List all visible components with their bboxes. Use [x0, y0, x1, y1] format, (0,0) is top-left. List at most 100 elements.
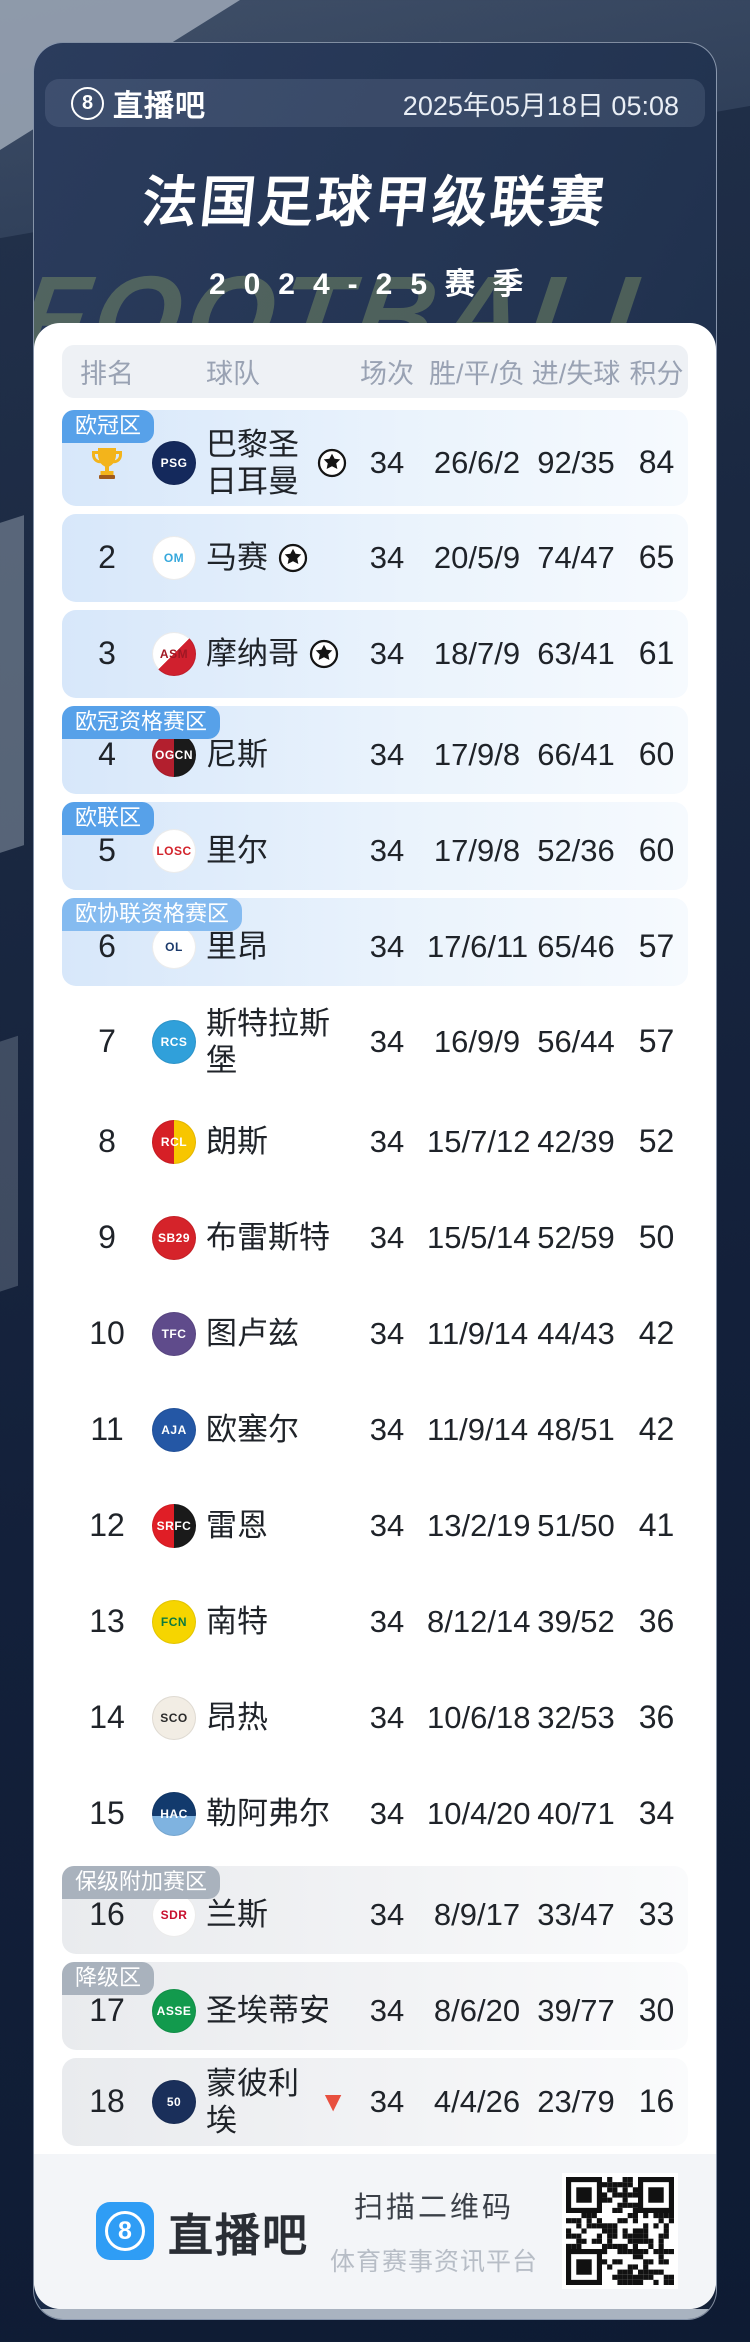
team-cell: ASSE 圣埃蒂安 [152, 1988, 347, 2033]
matches-played: 34 [369, 1411, 405, 1447]
main-card: FOOTBALL 8 直播吧 2025年05月18日 05:08 法国足球甲级联… [33, 42, 717, 2320]
win-draw-loss: 8/6/20 [433, 1992, 521, 2028]
col-wdl: 胜/平/负 [428, 358, 525, 389]
team-cell: HAC 勒阿弗尔 [152, 1791, 347, 1836]
table-row[interactable]: 11 AJA 欧塞尔 34 11/9/14 48/51 42 [62, 1386, 688, 1474]
table-row[interactable]: 9 SB29 布雷斯特 34 15/5/14 52/59 50 [62, 1194, 688, 1282]
zhibo8-logo-icon: 8 [71, 86, 104, 120]
matches-played: 34 [369, 1795, 405, 1831]
win-draw-loss: 8/12/14 [427, 1603, 531, 1639]
team-logo: SB29 [152, 1215, 196, 1260]
goals-for-against: 32/53 [537, 1699, 615, 1735]
goals-for-against: 33/47 [537, 1896, 615, 1932]
goals-for-against: 56/44 [537, 1023, 615, 1059]
table-row[interactable]: 8 RCL 朗斯 34 15/7/12 42/39 52 [62, 1098, 688, 1186]
table-row[interactable]: 10 TFC 图卢兹 34 11/9/14 44/43 42 [62, 1290, 688, 1378]
col-points: 积分 [629, 358, 684, 389]
zone-badge: 欧冠区 [62, 409, 155, 443]
team-logo: SDR [152, 1892, 196, 1937]
matches-played: 34 [369, 635, 405, 671]
matches-played: 34 [369, 1507, 405, 1543]
table-row[interactable]: 12 SRFC 雷恩 34 13/2/19 51/50 41 [62, 1482, 688, 1570]
win-draw-loss: 17/9/8 [433, 832, 521, 868]
goals-for-against: 39/52 [537, 1603, 615, 1639]
table-row[interactable]: 7 RCS 斯特拉斯堡 34 16/9/9 56/44 57 [62, 994, 688, 1090]
table-row[interactable]: 欧冠资格赛区 4 OGCN 尼斯 34 17/9/8 66/41 60 [62, 705, 688, 794]
matches-played: 34 [369, 1315, 405, 1351]
col-goals: 进/失球 [531, 358, 621, 389]
team-cell: TFC 图卢兹 [152, 1311, 347, 1356]
table-row[interactable]: 13 FCN 南特 34 8/12/14 39/52 36 [62, 1578, 688, 1666]
background-left-patch [0, 515, 24, 855]
rank-number: 12 [89, 1507, 125, 1544]
points: 36 [638, 1699, 675, 1736]
win-draw-loss: 10/4/20 [427, 1795, 531, 1831]
team-name: 图卢兹 [206, 1316, 299, 1352]
team-logo: SRFC [152, 1503, 196, 1548]
table-row[interactable]: 2 OM 马赛 34 20/5/9 74/47 65 [62, 513, 688, 602]
points: 42 [638, 1315, 675, 1352]
table-row[interactable]: 14 SCO 昂热 34 10/6/18 32/53 36 [62, 1674, 688, 1762]
team-logo: TFC [152, 1311, 196, 1356]
zhibo8-logo: 8 直播吧 [71, 81, 206, 125]
team-name: 里尔 [206, 833, 268, 869]
team-logo: OL [152, 924, 196, 969]
team-name: 马赛 [206, 540, 268, 576]
matches-played: 34 [369, 1896, 405, 1932]
matches-played: 34 [369, 1219, 405, 1255]
points: 34 [638, 1795, 675, 1832]
points: 84 [638, 444, 675, 481]
team-logo: SCO [152, 1695, 196, 1740]
matches-played: 34 [369, 539, 405, 575]
win-draw-loss: 20/5/9 [433, 539, 521, 575]
team-logo: OM [152, 535, 196, 580]
footer-qr-section: 扫描二维码 体育赛事资讯平台 [329, 2173, 678, 2290]
table-row[interactable]: 欧联区 5 LOSC 里尔 34 17/9/8 52/36 60 [62, 801, 688, 890]
table-row[interactable]: 15 HAC 勒阿弗尔 34 10/4/20 40/71 34 [62, 1770, 688, 1858]
win-draw-loss: 26/6/2 [433, 444, 521, 480]
qr-code [562, 2173, 678, 2290]
team-name: 斯特拉斯堡 [206, 1005, 330, 1078]
rank-number: 11 [90, 1411, 124, 1448]
win-draw-loss: 10/6/18 [427, 1699, 531, 1735]
rank-number: 15 [89, 1795, 125, 1832]
points: 65 [638, 539, 675, 576]
points: 16 [638, 2083, 675, 2120]
matches-played: 34 [369, 1123, 405, 1159]
zone-badge: 保级附加赛区 [62, 1865, 221, 1899]
table-row[interactable]: 3 ASM 摩纳哥 34 18/7/9 63/41 61 [62, 609, 688, 698]
team-cell: OL 里昂 [152, 924, 347, 969]
table-row[interactable]: 18 50 蒙彼利埃 ▼ 34 4/4/26 23/79 16 [62, 2057, 688, 2146]
points: 60 [638, 736, 675, 773]
team-name: 昂热 [206, 1700, 268, 1736]
team-name: 巴黎圣日耳曼 [206, 426, 299, 499]
matches-played: 34 [369, 1992, 405, 2028]
footer-zhibo8-logo: 8 直播吧 [96, 2199, 309, 2264]
rank-number: 9 [98, 1219, 116, 1256]
win-draw-loss: 13/2/19 [427, 1507, 531, 1543]
table-row[interactable]: 欧协联资格赛区 6 OL 里昂 34 17/6/11 65/46 57 [62, 897, 688, 986]
table-row[interactable]: 保级附加赛区 16 SDR 兰斯 34 8/9/17 33/47 33 [62, 1865, 688, 1954]
relegation-arrow-icon: ▼ [319, 2085, 347, 2117]
team-cell: SDR 兰斯 [152, 1892, 347, 1937]
table-row[interactable]: 降级区 17 ASSE 圣埃蒂安 34 8/6/20 39/77 30 [62, 1961, 688, 2050]
scan-qr-label: 扫描二维码 [353, 2192, 514, 2225]
goals-for-against: 92/35 [537, 444, 615, 480]
points: 50 [638, 1219, 675, 1256]
zone-badge: 欧协联资格赛区 [62, 897, 243, 931]
team-name: 南特 [206, 1604, 268, 1640]
page-title: 法国足球甲级联赛 [139, 171, 610, 233]
goals-for-against: 74/47 [537, 539, 615, 575]
col-played: 场次 [360, 358, 414, 389]
team-name: 尼斯 [206, 737, 268, 773]
zhibo8-logo-text: 直播吧 [113, 90, 206, 123]
platform-label: 体育赛事资讯平台 [329, 2248, 538, 2277]
team-logo: HAC [152, 1791, 196, 1836]
goals-for-against: 51/50 [537, 1507, 615, 1543]
rank-number: 4 [98, 736, 116, 773]
rank-number: 2 [98, 539, 116, 576]
table-row[interactable]: 欧冠区 PSG 巴黎圣日耳曼 34 26/6/2 92/35 84 [62, 409, 688, 506]
team-name: 里昂 [206, 929, 268, 965]
rank-number: 16 [89, 1896, 125, 1933]
ucl-ball-icon [317, 448, 347, 478]
